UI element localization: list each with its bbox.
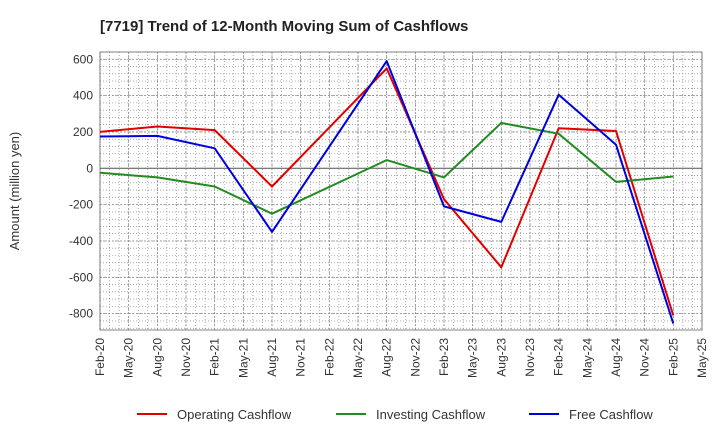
x-tick-label: May-22 <box>351 338 365 378</box>
x-tick-label: Aug-24 <box>609 338 623 377</box>
plot-frame <box>99 51 703 331</box>
x-tick-label: Nov-24 <box>638 338 652 377</box>
x-tick-label: Feb-22 <box>322 338 336 376</box>
x-tick-label: Aug-20 <box>150 338 164 377</box>
plot-area: 600 400 200 0 -200 -400 -600 -800 Feb-20 May-20 Au… <box>69 51 709 378</box>
x-tick-label: Nov-23 <box>523 338 537 377</box>
y-tick-label: -400 <box>69 234 93 248</box>
x-tick-label: Feb-23 <box>437 338 451 376</box>
y-axis-label: Amount (million yen) <box>7 132 22 251</box>
y-tick-label: -800 <box>69 307 93 321</box>
x-tick-label: Aug-21 <box>265 338 279 377</box>
x-tick-label: May-21 <box>236 338 250 378</box>
legend-label: Operating Cashflow <box>177 407 292 422</box>
y-tick-label: 200 <box>73 125 93 139</box>
y-tick-label: -600 <box>69 270 93 284</box>
x-tick-label: Feb-24 <box>552 338 566 376</box>
x-tick-label: Feb-20 <box>93 338 107 376</box>
x-tick-label: May-20 <box>122 338 136 378</box>
legend-label: Free Cashflow <box>569 407 653 422</box>
x-tick-label: Aug-23 <box>494 338 508 377</box>
x-tick-label: Aug-22 <box>380 338 394 377</box>
legend-label: Investing Cashflow <box>376 407 486 422</box>
y-tick-label: 0 <box>86 161 93 175</box>
series-line-free-cashflow <box>99 60 675 324</box>
y-tick-label: -200 <box>69 198 93 212</box>
y-tick-label: 600 <box>73 52 93 66</box>
legend: Operating Cashflow Investing Cashflow Free… <box>137 407 653 422</box>
series-line-investing-cashflow <box>99 121 674 215</box>
x-tick-label: May-25 <box>695 338 709 378</box>
x-tick-label: May-24 <box>580 338 594 378</box>
x-tick-label: Nov-21 <box>294 338 308 377</box>
x-tick-label: Feb-21 <box>208 338 222 376</box>
x-tick-label: Nov-20 <box>179 338 193 377</box>
x-tick-label: Feb-25 <box>666 338 680 376</box>
y-tick-label: 400 <box>73 89 93 103</box>
chart-title: [7719] Trend of 12-Month Moving Sum of C… <box>100 18 468 35</box>
x-tick-label: Nov-22 <box>408 338 422 377</box>
plot-background <box>100 52 702 330</box>
x-tick-label: May-23 <box>466 338 480 378</box>
